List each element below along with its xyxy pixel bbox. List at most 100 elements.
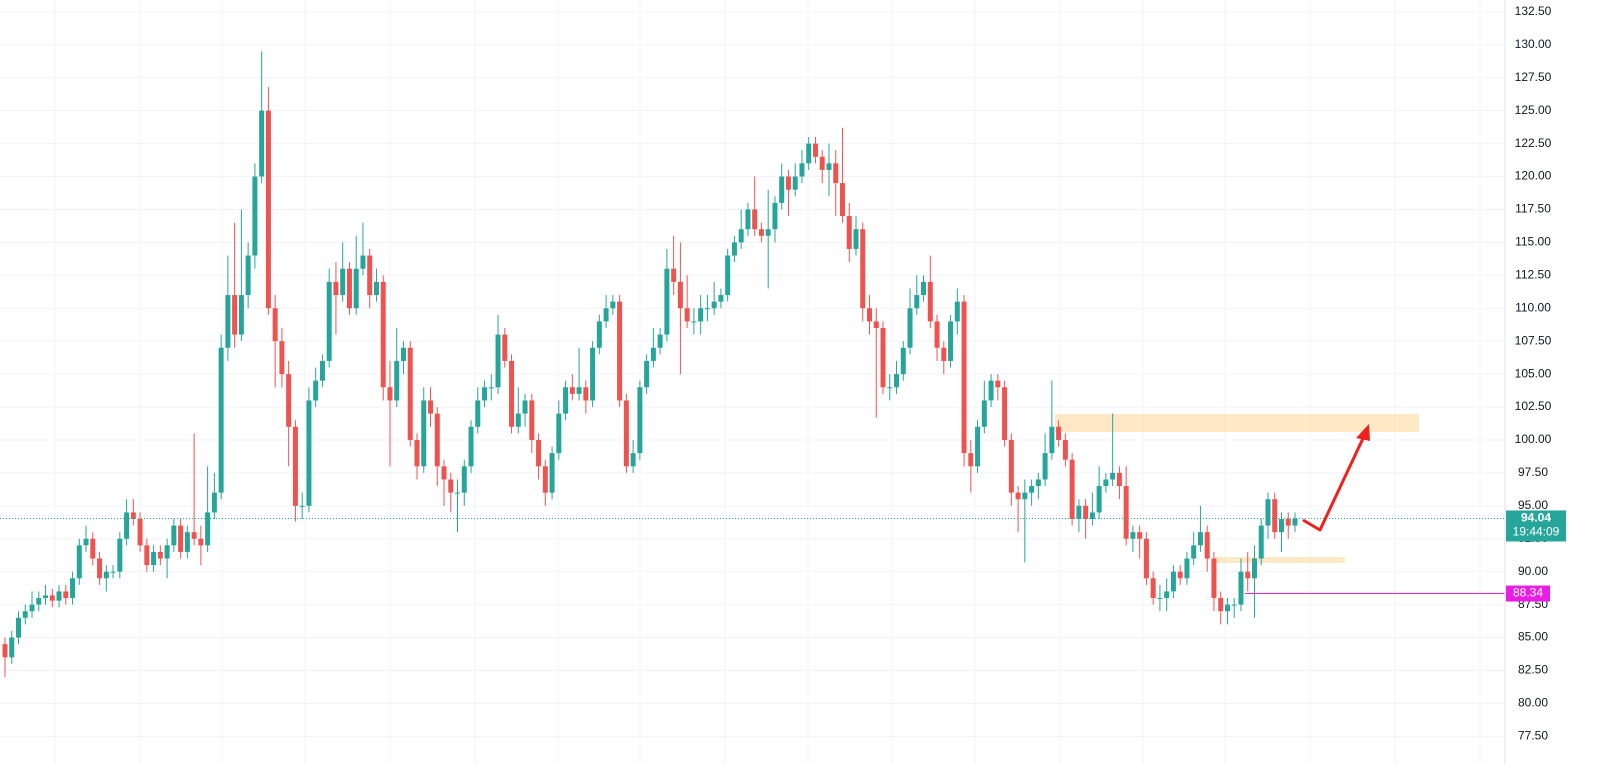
candle-body <box>1157 598 1163 600</box>
y-tick-label: 125.00 <box>1515 103 1552 117</box>
candle-body <box>515 413 521 427</box>
candle-body <box>623 400 629 467</box>
candle-body <box>894 374 900 388</box>
forecast-arrow <box>1302 431 1368 532</box>
y-tick-label: 90.00 <box>1518 564 1548 578</box>
y-tick-label: 105.00 <box>1515 366 1552 380</box>
candle-body <box>1191 545 1197 559</box>
candle-body <box>961 301 967 454</box>
candle-body <box>677 281 683 309</box>
level-label: 88.34 <box>1513 586 1543 600</box>
candle-body <box>846 216 852 249</box>
candle-body <box>549 453 555 493</box>
candle-body <box>880 327 886 388</box>
candle-body <box>981 400 987 427</box>
candle-body <box>765 229 771 236</box>
candle-body <box>461 466 467 493</box>
candle-body <box>853 229 859 249</box>
candle-body <box>745 209 751 230</box>
candle-body <box>988 380 994 401</box>
candle-body <box>1211 558 1217 599</box>
candle-body <box>1285 518 1291 526</box>
candle-body <box>387 387 393 401</box>
candle-body <box>1076 505 1082 519</box>
candle-body <box>812 143 818 157</box>
y-tick-label: 115.00 <box>1515 235 1551 249</box>
level-box <box>1506 585 1550 602</box>
y-tick-label: 85.00 <box>1518 630 1548 644</box>
y-tick-label: 77.50 <box>1518 729 1548 743</box>
candle-body <box>637 387 643 454</box>
candle-body <box>1218 598 1224 612</box>
y-tick-label: 122.50 <box>1515 136 1552 150</box>
candle-body <box>1238 571 1244 605</box>
candle-body <box>97 558 103 579</box>
candle-body <box>394 360 400 401</box>
candle-body <box>833 163 839 184</box>
candle-body <box>326 281 332 361</box>
candle-body <box>1258 525 1264 559</box>
candle-body <box>455 492 461 494</box>
candle-body <box>90 538 96 559</box>
candle-body <box>569 387 575 394</box>
candle-body <box>265 110 271 309</box>
candle-body <box>1197 532 1203 546</box>
candle-body <box>225 295 231 348</box>
candle-body <box>36 598 42 605</box>
candle-body <box>779 176 785 203</box>
candle-body <box>603 308 609 322</box>
candle-body <box>1110 472 1116 480</box>
candle-body <box>1164 591 1170 599</box>
candle-body <box>414 439 420 467</box>
candle-body <box>556 413 562 454</box>
candle-body <box>873 321 879 328</box>
candle-body <box>205 512 211 546</box>
candle-body <box>191 532 197 539</box>
y-tick-label: 117.50 <box>1515 202 1551 216</box>
candle-body <box>198 538 204 546</box>
candle-body <box>502 334 508 361</box>
candle-body <box>1150 578 1156 599</box>
candle-body <box>1184 558 1190 579</box>
candle-body <box>475 400 481 427</box>
candle-body <box>529 400 535 440</box>
candle-body <box>56 591 62 601</box>
arrow-head <box>1356 424 1370 441</box>
candle-body <box>650 347 656 361</box>
candle-body <box>232 295 238 335</box>
candle-body <box>1089 512 1095 519</box>
candle-body <box>49 595 55 601</box>
candle-body <box>9 637 15 658</box>
candle-body <box>157 551 163 559</box>
last-price-box <box>1506 510 1566 542</box>
candle-body <box>488 387 494 389</box>
candle-body <box>1265 499 1271 526</box>
candle-body <box>563 387 569 414</box>
candle-body <box>867 308 873 322</box>
candle-body <box>711 301 717 309</box>
candle-body <box>2 644 8 658</box>
y-tick-label: 132.50 <box>1515 4 1552 18</box>
candle-body <box>164 545 170 559</box>
candle-body <box>941 347 947 361</box>
candle-body <box>279 341 285 375</box>
candle-body <box>785 176 791 190</box>
candle-body <box>1029 486 1035 493</box>
candle-body <box>1143 538 1149 579</box>
candle-body <box>252 176 258 256</box>
candle-body <box>509 360 515 427</box>
candle-body <box>826 163 832 170</box>
y-tick-label: 107.50 <box>1515 333 1552 347</box>
candle-body <box>43 595 49 599</box>
candle-body <box>103 571 109 579</box>
last-price-label: 94.04 <box>1521 511 1551 525</box>
candle-body <box>1123 486 1129 539</box>
candle-body <box>1245 571 1251 579</box>
candle-body <box>630 453 636 467</box>
candle-body <box>576 387 582 394</box>
candle-body <box>313 380 319 401</box>
candle-body <box>954 301 960 322</box>
candle-body <box>434 413 440 467</box>
y-tick-label: 112.50 <box>1515 267 1551 281</box>
candle-body <box>1170 571 1176 592</box>
